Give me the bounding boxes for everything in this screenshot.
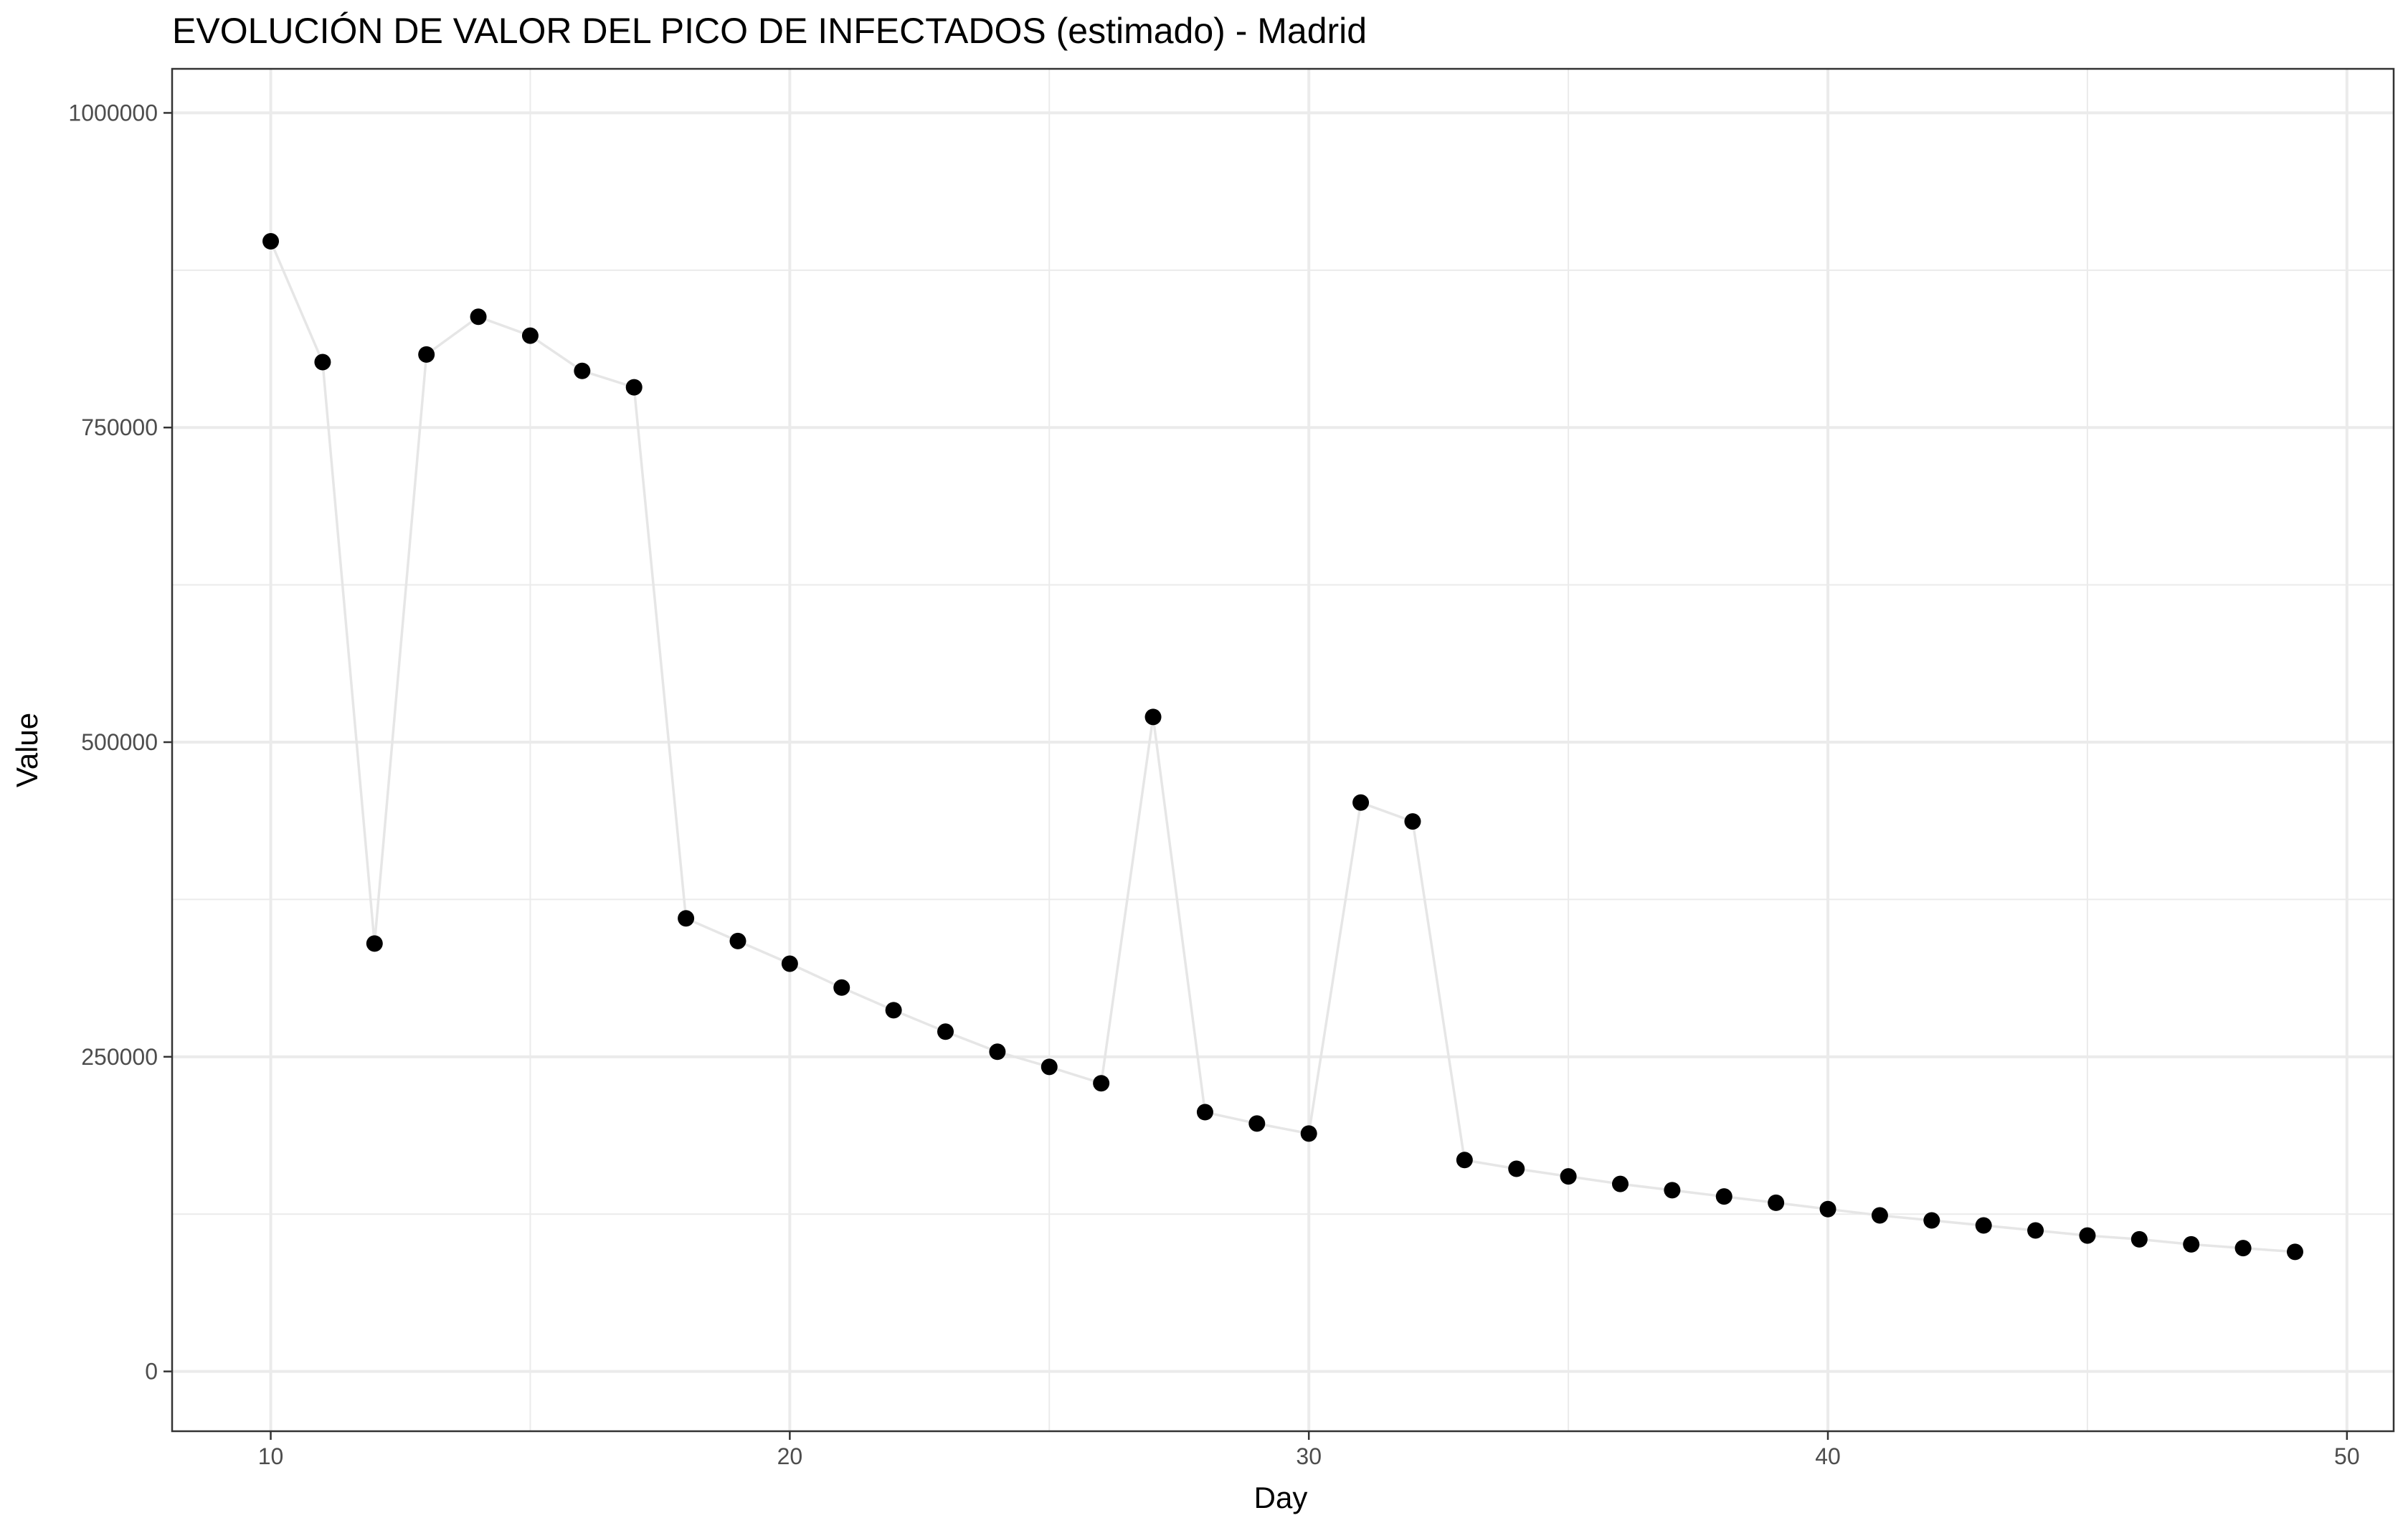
- data-point: [1975, 1217, 1992, 1234]
- data-point: [1768, 1194, 1785, 1211]
- data-point: [366, 935, 383, 952]
- data-point: [781, 955, 798, 972]
- data-point: [1300, 1125, 1317, 1142]
- axis-ticks: [163, 112, 2348, 1440]
- data-point: [2183, 1235, 2200, 1253]
- data-point: [1456, 1152, 1473, 1169]
- data-point: [1144, 708, 1162, 726]
- minor-gridlines: [172, 69, 2394, 1431]
- data-point: [1248, 1115, 1266, 1132]
- data-point: [2079, 1227, 2096, 1244]
- data-point: [1404, 813, 1421, 830]
- data-point: [1664, 1182, 1681, 1199]
- data-point: [678, 910, 695, 927]
- data-point: [989, 1043, 1006, 1061]
- data-point: [937, 1023, 954, 1040]
- data-point: [1352, 794, 1370, 811]
- data-point: [314, 354, 331, 371]
- data-point: [2234, 1240, 2252, 1257]
- data-point: [1871, 1207, 1888, 1224]
- data-point: [1715, 1188, 1732, 1205]
- panel-border: [171, 67, 2395, 1433]
- data-point: [1093, 1075, 1110, 1092]
- y-tick-label: 750000: [81, 414, 158, 440]
- data-point: [1041, 1058, 1058, 1076]
- x-tick-label: 40: [1815, 1443, 1841, 1469]
- x-tick-label: 30: [1296, 1443, 1322, 1469]
- x-tick-labels: 10 20 30 40 50: [258, 1443, 2360, 1469]
- data-point: [1560, 1168, 1577, 1185]
- data-point: [418, 346, 435, 363]
- data-point: [2130, 1230, 2148, 1248]
- data-point: [729, 932, 746, 949]
- major-gridlines: [172, 69, 2394, 1431]
- data-point: [885, 1002, 902, 1019]
- x-axis-title: Day: [1254, 1481, 1308, 1514]
- x-tick-label: 20: [777, 1443, 803, 1469]
- data-point: [1611, 1175, 1629, 1192]
- data-point: [262, 232, 280, 250]
- data-point: [521, 327, 539, 344]
- data-point: [2286, 1243, 2303, 1261]
- x-tick-label: 10: [258, 1443, 284, 1469]
- y-tick-label: 500000: [81, 729, 158, 755]
- x-tick-label: 50: [2334, 1443, 2360, 1469]
- data-points: [262, 232, 2303, 1261]
- y-tick-labels: 0 250000 500000 750000 1000000: [68, 100, 158, 1384]
- data-point: [1923, 1212, 1940, 1229]
- y-tick-label: 250000: [81, 1044, 158, 1070]
- series-line: [269, 240, 2295, 1253]
- data-point: [470, 308, 487, 326]
- data-point: [833, 979, 850, 996]
- y-axis-title: Value: [10, 713, 44, 787]
- y-tick-label: 1000000: [68, 100, 158, 125]
- data-point: [1819, 1200, 1836, 1218]
- data-point: [1196, 1104, 1213, 1121]
- data-point: [574, 362, 591, 379]
- data-point: [1508, 1160, 1525, 1177]
- data-point: [2027, 1222, 2044, 1239]
- data-point: [625, 379, 643, 396]
- chart-title: EVOLUCIÓN DE VALOR DEL PICO DE INFECTADO…: [172, 11, 1367, 51]
- y-tick-label: 0: [145, 1359, 158, 1385]
